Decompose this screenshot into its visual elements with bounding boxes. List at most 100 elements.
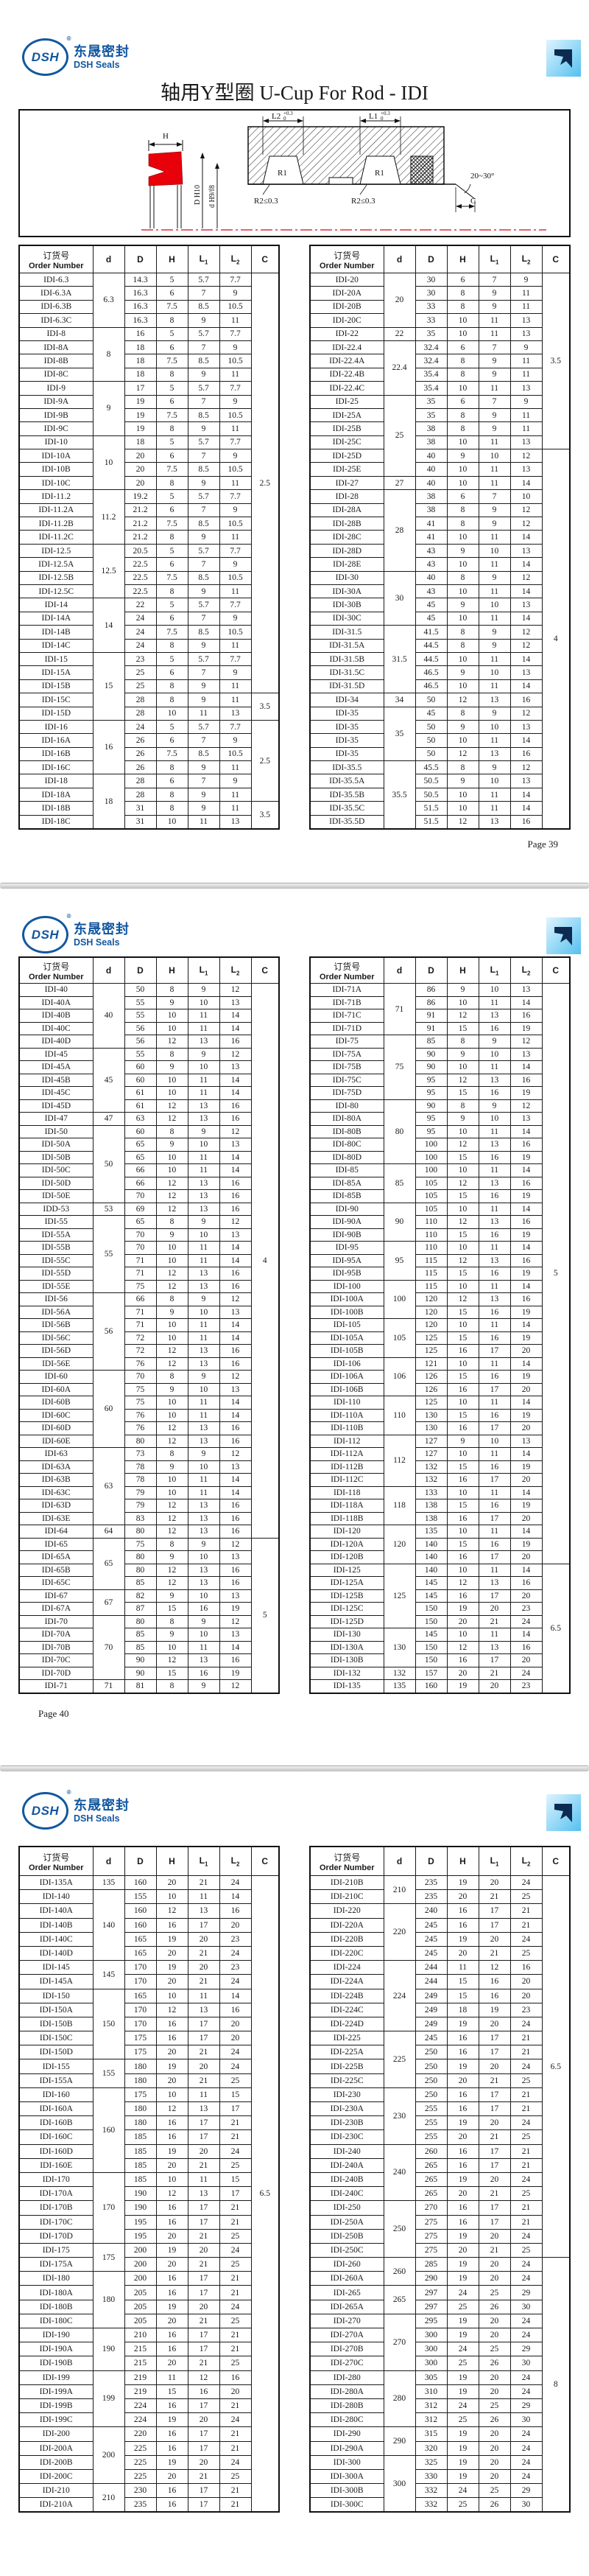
dim-cell: 26 [124,746,157,762]
dim-cell: 12 [509,449,543,463]
table-row: IDD-53 53 69 12 13 16 [18,1202,279,1216]
d-group-cell: 64 [92,1525,125,1539]
dim-cell: 10 [187,1305,220,1319]
table-right-slot: 订货号 Order Number d D H L1 L2 C IDI-71A 71 86 9 10 13 5… [309,956,571,1694]
table-row: IDI-60A 75 9 10 13 [18,1382,279,1396]
dim-cell: 255 [415,2101,448,2117]
dim-cell: 140 [415,1563,448,1577]
table-row: IDI-18B 31 8 9 11 3.5 [18,801,280,830]
d-group-cell: 125 [383,1563,416,1628]
dim-cell: 11 [219,787,252,802]
dim-cell: 91 [415,1009,448,1023]
dim-cell: 16 [219,1434,252,1448]
table-row: IDI-112B 132 15 16 19 [309,1460,570,1474]
col-header-L1: L1 [478,245,511,273]
dim-cell: 14 [509,1124,543,1138]
table-row: IDI-28B 41 8 9 12 [309,517,570,531]
dim-cell: 38 [415,435,448,450]
order-number-cell: IDD-53 [18,1202,94,1216]
order-number-cell: IDI-125C [309,1602,384,1616]
dim-cell: 12 [446,1640,479,1654]
order-number-cell: IDI-56C [18,1331,94,1345]
table-row: IDI-9C 19 8 9 11 [18,421,279,436]
dim-cell: 16 [155,2497,188,2513]
order-number-cell: IDI-75B [309,1060,384,1074]
table-row: IDI-8B 18 7.5 8.5 10.5 [18,354,279,368]
dim-cell: 65 [124,1138,157,1152]
dim-cell: 24 [509,2454,543,2470]
dim-cell: 14 [219,1073,252,1087]
dim-cell: 20 [478,1931,511,1947]
dim-cell: 50 [415,733,448,748]
order-number-cell: IDI-230 [309,2087,384,2103]
dim-cell: 16 [478,1021,511,1035]
d-group-cell: 265 [383,2285,416,2314]
col-header-H: H [446,1846,479,1876]
table-row: IDI-35.5 35.5 45.5 8 9 12 [309,760,570,830]
dim-cell: 15 [446,1267,479,1281]
order-number-cell: IDI-6.3B [18,299,94,315]
c-group-cell: 5 [250,1537,280,1693]
dim-cell: 71 [124,1305,157,1319]
table-row: IDI-270C 300 25 26 30 [309,2356,570,2371]
table-row: IDI-63D 79 12 13 16 [18,1499,279,1513]
dim-cell: 16 [155,2200,188,2216]
dim-cell: 14 [219,1163,252,1177]
dim-cell: 5.7 [187,381,220,396]
order-number-cell: IDI-28D [309,543,384,559]
dim-cell: 14 [509,611,543,626]
c-group-cell: 4 [250,983,280,1539]
order-number-cell: IDI-60B [18,1396,94,1410]
table-row: IDI-250B 275 19 20 24 [309,2228,570,2244]
table-row: IDI-22.4C 35.4 10 11 13 [309,381,570,396]
dim-cell: 125 [415,1344,448,1358]
dim-cell: 16 [509,1073,543,1087]
dim-cell: 16 [155,2016,188,2032]
dim-cell: 24 [509,2228,543,2244]
dim-cell: 16 [219,1202,252,1216]
order-number-cell: IDI-6.3A [18,286,94,301]
order-number-cell: IDI-35.5B [309,787,384,802]
dim-cell: 9 [478,1035,511,1049]
dim-cell: 24 [219,1945,252,1961]
dim-cell: 10 [187,1138,220,1152]
dim-cell: 160 [415,1679,448,1693]
dim-cell: 250 [415,2059,448,2074]
dim-cell: 65 [124,1215,157,1229]
dim-cell: 72 [124,1344,157,1358]
dim-cell: 24 [124,625,157,640]
order-number-cell: IDI-175 [18,2242,94,2258]
dim-cell: 19 [446,2115,479,2131]
dim-cell: 85 [124,1640,157,1654]
dim-cell: 17 [187,2016,220,2032]
dim-cell: 13 [219,706,252,721]
dim-cell: 30 [415,272,448,287]
order-number-cell: IDI-63B [18,1473,94,1487]
table-row: IDI-30 30 40 8 9 12 [309,570,570,626]
dim-cell: 13 [478,1138,511,1152]
dim-cell: 45 [415,611,448,626]
dim-cell: 19 [509,1370,543,1384]
dim-cell: 20 [187,1931,220,1947]
dim-cell: 9 [187,760,220,775]
dim-cell: 295 [415,2313,448,2329]
order-number-cell: IDI-210B [309,1875,384,1891]
order-number-cell: IDI-150C [18,2031,94,2046]
installation-diagram: H D H10 d H9/f8 R1 R1 [18,109,571,237]
dim-cell: 13 [509,462,543,477]
dim-cell: 215 [124,2356,157,2371]
dim-cell: 185 [124,2143,157,2159]
order-number-cell: IDI-28 [309,489,384,504]
dim-cell: 10 [446,1060,479,1074]
d-group-cell: 31.5 [383,625,416,694]
order-number-cell: IDI-120B [309,1550,384,1564]
dim-cell: 20 [446,2186,479,2202]
dim-cell: 9 [155,1305,188,1319]
dim-cell: 25 [509,1889,543,1905]
dim-cell: 14 [509,651,543,667]
dim-cell: 5 [155,381,188,396]
dim-cell: 80 [124,1614,157,1628]
dim-cell: 11 [219,638,252,653]
order-number-cell: IDI-250 [309,2200,384,2216]
dim-cell: 12 [509,503,543,518]
